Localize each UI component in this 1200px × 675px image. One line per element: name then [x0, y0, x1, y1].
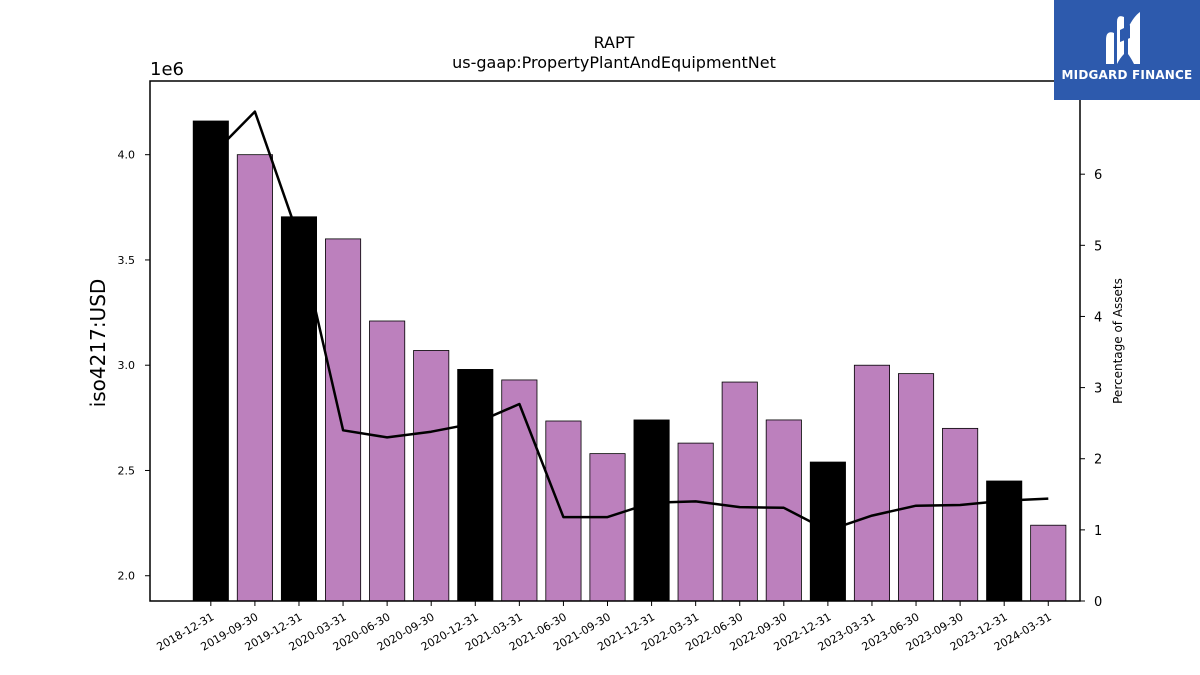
y-offset-label: 1e6: [150, 59, 184, 80]
bar-2023-03-31: [853, 364, 890, 602]
bar-2021-12-31: [633, 419, 670, 602]
bar-2020-12-31: [457, 369, 494, 602]
right-tick-label: 4: [1094, 310, 1102, 325]
percentage-line-series: [209, 110, 1049, 532]
bar-2018-12-31: [192, 120, 229, 602]
right-tick-label: 5: [1094, 239, 1102, 254]
logo-text: MIDGARD FINANCE: [1061, 68, 1193, 82]
left-tick-label: 3.0: [118, 359, 136, 372]
left-tick-label: 4.0: [118, 149, 136, 162]
bar-series: [192, 120, 1067, 602]
right-tick-label: 3: [1094, 382, 1102, 397]
bar-2019-12-31: [280, 216, 318, 602]
x-axis-ticks: 2018-12-312019-09-302019-12-312020-03-31…: [154, 601, 1054, 654]
left-tick-label: 2.0: [118, 570, 136, 583]
left-axis-ticks: 2.0 2.5 3.0 3.5 4.0: [118, 149, 150, 583]
bar-2021-03-31: [501, 379, 538, 602]
right-tick-label: 0: [1094, 595, 1102, 610]
bar-2022-06-30: [721, 381, 758, 602]
left-tick-label: 3.5: [118, 254, 136, 267]
brand-logo: MIDGARD FINANCE: [1054, 0, 1200, 100]
bar-2023-09-30: [942, 427, 979, 602]
bar-2020-06-30: [369, 320, 406, 602]
bar-2021-09-30: [589, 453, 626, 602]
bar-2020-03-31: [325, 238, 362, 602]
bar-2019-09-30: [236, 154, 273, 602]
logo-mark-icon: [1106, 12, 1140, 65]
right-tick-label: 2: [1094, 453, 1102, 468]
bar-2022-09-30: [765, 419, 802, 602]
left-tick-label: 2.5: [118, 464, 136, 477]
right-tick-label: 1: [1094, 524, 1102, 539]
right-tick-label: 6: [1094, 168, 1102, 183]
percentage-line: [209, 110, 1049, 532]
bar-2024-03-31: [1030, 524, 1067, 602]
chart-subtitle: us-gaap:PropertyPlantAndEquipmentNet: [452, 53, 776, 72]
bar-2022-03-31: [677, 442, 714, 602]
bar-2023-06-30: [898, 373, 935, 602]
y-axis-label: iso4217:USD: [86, 279, 110, 408]
right-axis-ticks: 0 1 2 3 4 5 6: [1080, 168, 1102, 610]
y2-axis-label: Percentage of Assets: [1111, 278, 1125, 404]
bar-2020-09-30: [413, 350, 450, 602]
plot-frame: [149, 80, 1081, 602]
chart-title: RAPT: [594, 33, 635, 52]
bar-2021-06-30: [545, 420, 582, 602]
